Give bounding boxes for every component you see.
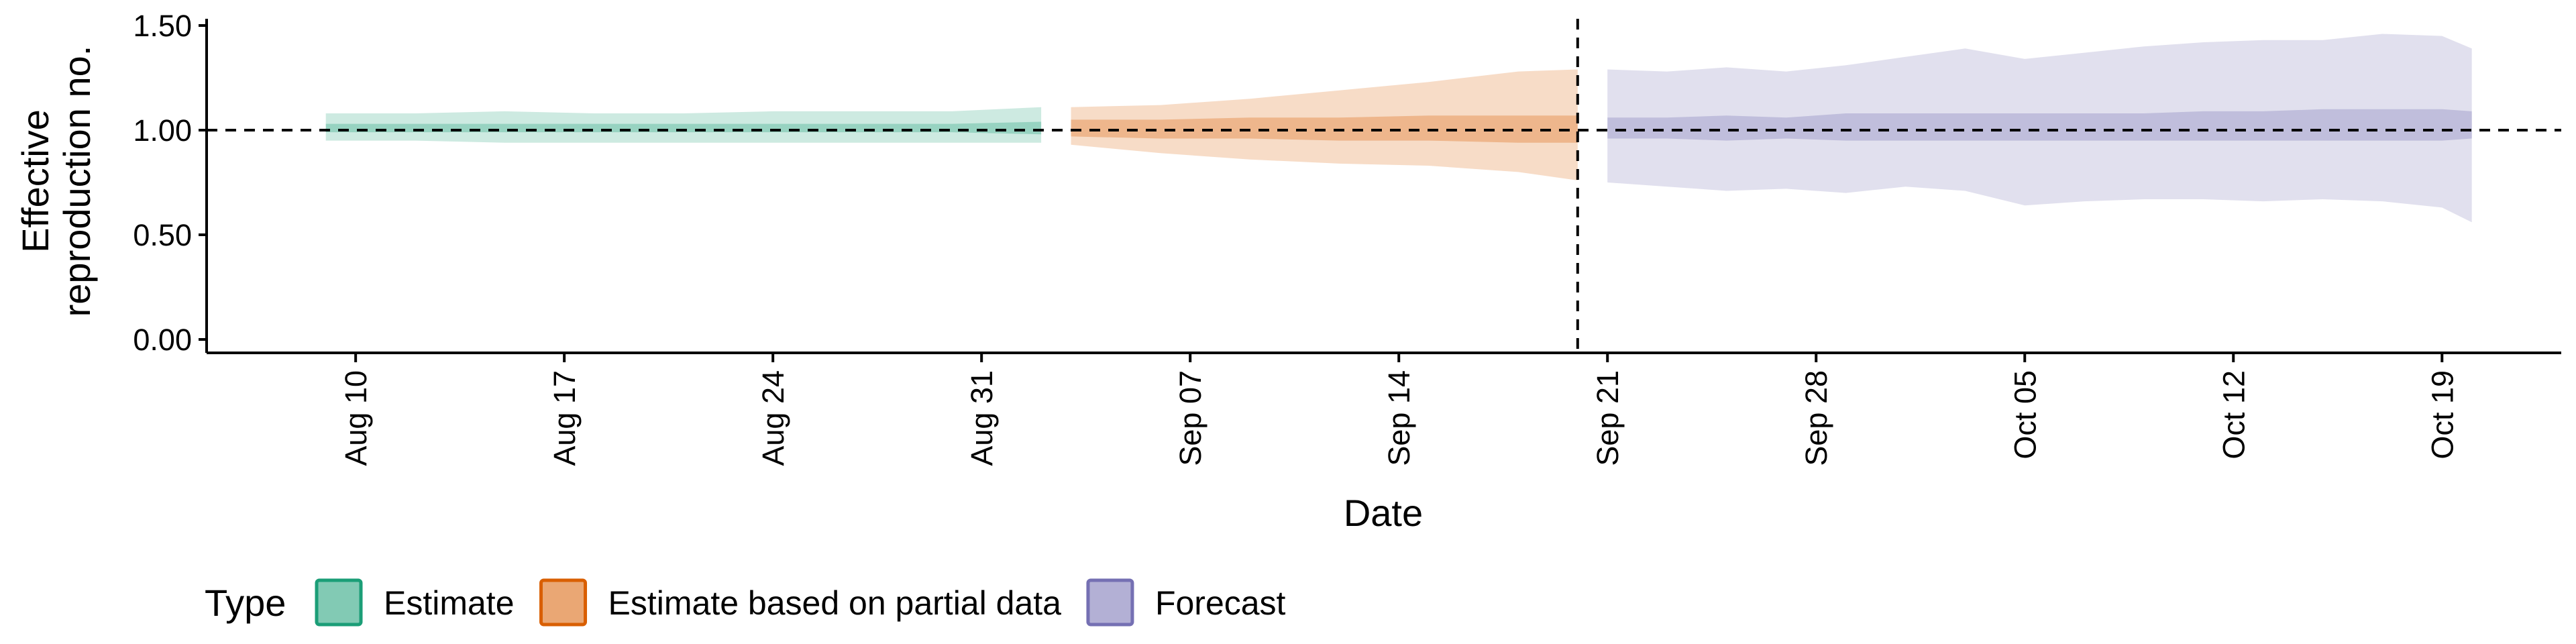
legend-items: Estimate Estimate based on partial data Fo…	[315, 578, 1286, 627]
axes	[205, 19, 2561, 354]
legend-label: Estimate based on partial data	[608, 584, 1062, 622]
legend-label: Forecast	[1155, 584, 1286, 622]
inner-interval-band	[325, 121, 1042, 135]
x-tick-label: Sep 28	[1799, 370, 1833, 466]
x-tick-label: Aug 17	[547, 370, 582, 466]
legend-label: Estimate	[384, 584, 515, 622]
outer-interval-band	[1607, 34, 2472, 223]
legend-swatch	[1086, 578, 1134, 627]
y-axis-ticks: 0.00 0.50 1.00 1.50	[133, 9, 207, 357]
legend-item: Forecast	[1086, 578, 1286, 627]
x-axis-title: Date	[1344, 492, 1423, 534]
legend-item: Estimate	[315, 578, 515, 627]
x-tick-label: Aug 10	[339, 370, 373, 466]
series-estimate-based-on-partial-data	[1071, 69, 1578, 180]
y-tick-label: 0.00	[133, 323, 192, 357]
x-tick-label: Aug 31	[965, 370, 999, 466]
uncertainty-bands	[325, 34, 2472, 223]
x-tick-label: Sep 07	[1173, 370, 1208, 466]
legend: Type Estimate Estimate based on partial d…	[205, 578, 1286, 627]
reference-lines	[207, 19, 2561, 353]
x-tick-label: Oct 05	[2008, 370, 2042, 460]
outer-interval-band	[1071, 69, 1578, 180]
inner-interval-band	[1607, 109, 2472, 141]
x-tick-label: Sep 14	[1382, 370, 1416, 466]
series-estimate	[325, 107, 1042, 143]
x-tick-label: Oct 19	[2425, 370, 2459, 460]
x-axis-ticks: Aug 10 Aug 17 Aug 24 Aug 31 Sep 07 Sep 14 Sep …	[339, 353, 2459, 466]
x-tick-label: Aug 24	[756, 370, 790, 466]
legend-title: Type	[205, 582, 286, 624]
x-tick-label: Oct 12	[2216, 370, 2251, 460]
series-forecast	[1607, 34, 2472, 223]
y-tick-label: 0.50	[133, 218, 192, 252]
y-tick-label: 1.00	[133, 113, 192, 148]
x-tick-label: Sep 21	[1591, 370, 1625, 466]
legend-swatch	[539, 578, 588, 627]
legend-swatch	[315, 578, 363, 627]
y-tick-label: 1.50	[133, 9, 192, 43]
outer-interval-band	[325, 107, 1042, 143]
legend-item: Estimate based on partial data	[539, 578, 1062, 627]
y-axis-title: Effectivereproduction no.	[14, 46, 98, 317]
